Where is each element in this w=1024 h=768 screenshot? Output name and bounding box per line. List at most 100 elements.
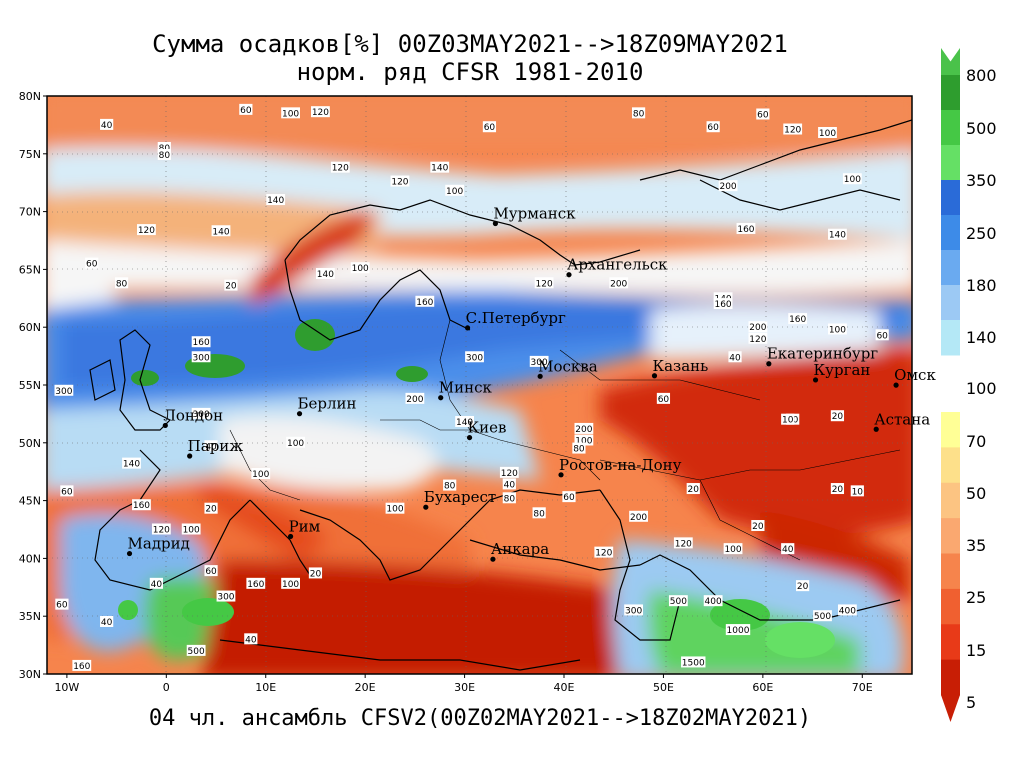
contour-label: 80 [533, 509, 545, 519]
contour-label: 300 [193, 410, 210, 420]
contour-label: 1000 [727, 626, 750, 636]
city-dot [126, 550, 133, 557]
colorbar-label: 100 [966, 379, 997, 398]
contour-label: 20 [225, 282, 237, 292]
city-dot [187, 453, 193, 459]
colorbar-swatch [941, 250, 960, 286]
city-dot [558, 472, 564, 478]
colorbar-swatch [941, 180, 960, 216]
contour-label-bg [756, 108, 770, 120]
contour-label-bg [502, 492, 516, 504]
contour-label: 160 [247, 580, 264, 590]
colorbar-swatch [941, 447, 960, 484]
contour-label-bg [122, 457, 141, 469]
contour-label: 200 [406, 395, 423, 405]
contour-label: 1500 [682, 658, 705, 668]
city-label: Мурманск [493, 205, 576, 223]
contour-label: 80 [116, 279, 128, 289]
contour-label: 40 [101, 618, 113, 628]
lat-tick-label: 65N [19, 263, 41, 276]
contour-label: 100 [819, 129, 836, 139]
longitude-axis: 10W 0 10E 20E 30E 40E 50E 60E 70E [54, 674, 873, 694]
contour-label-bg [204, 502, 218, 514]
contour-label: 100 [724, 545, 741, 555]
city-label: Ростов-на-Дону [559, 456, 682, 474]
contour-label: 100 [446, 187, 463, 197]
contour-label-bg [239, 103, 253, 115]
contour-label: 300 [217, 593, 234, 603]
contour-label-bg [191, 336, 211, 348]
contour-label-bg [624, 604, 644, 616]
contour-label-bg [72, 659, 92, 671]
contour-label: 140 [431, 164, 448, 174]
contour-label: 100 [352, 264, 369, 274]
contour-label-bg [728, 351, 742, 363]
contour-label: 120 [391, 178, 408, 188]
contour-label-bg [850, 485, 864, 497]
contour-label-bg [631, 107, 646, 119]
latitude-axis: 80N 75N 70N 65N 60N 55N 50N 45N 40N 35N 30N [19, 90, 47, 681]
colorbar-swatch [941, 624, 960, 661]
lon-tick-label: 10W [54, 681, 79, 694]
city-label: Архангельск [567, 256, 668, 274]
contour-label-bg [783, 123, 803, 135]
contour-label: 120 [312, 108, 329, 118]
contour-label: 160 [789, 315, 806, 325]
contour-label: 60 [484, 123, 496, 133]
contour-label: 400 [839, 606, 856, 616]
contour-label-bg [673, 537, 693, 549]
contour-label-bg [445, 184, 465, 196]
map-subtitle: норм. ряд CFSR 1981-2010 [296, 58, 644, 86]
contour-label: 160 [133, 501, 150, 511]
contour-label: 160 [416, 298, 433, 308]
contour-label: 20 [832, 412, 844, 422]
contour-label-bg [281, 577, 300, 589]
contour-label-bg [211, 225, 231, 237]
contour-labels: 4060100120608060601201008080120140100120… [54, 103, 889, 672]
colorbar-swatch [941, 482, 960, 519]
contour-label: 40 [101, 121, 113, 131]
contour-label-bg [796, 580, 810, 592]
contour-label-bg [181, 523, 201, 535]
contour-label-bg [114, 277, 129, 289]
contour-label: 200 [575, 425, 592, 435]
contour-label: 160 [737, 225, 754, 235]
colorbar-swatch [941, 518, 960, 554]
contour-label-bg [54, 384, 74, 396]
contour-label-bg [574, 434, 594, 446]
contour-label-bg [534, 277, 554, 289]
contour-label: 140 [123, 460, 140, 470]
contour-label-bg [629, 510, 648, 522]
lon-tick-label: 0 [163, 681, 170, 694]
contour-label-bg [781, 543, 795, 555]
contour-label-bg [562, 491, 576, 503]
colorbar-label: 35 [966, 536, 986, 555]
contour-label-bg [244, 633, 258, 645]
contour-label-bg [713, 298, 733, 310]
city-dot [466, 434, 473, 441]
contour-label-bg [157, 148, 171, 160]
contour-label: 20 [832, 485, 844, 495]
contour-label: 80 [504, 494, 516, 504]
contour-label-bg [681, 656, 706, 668]
contour-label: 500 [188, 647, 205, 657]
contour-label: 300 [625, 606, 642, 616]
contour-label: 60 [240, 106, 252, 116]
colorbar-swatch [941, 320, 960, 356]
city-dot [812, 377, 819, 383]
contour-label-bg [246, 577, 266, 589]
contour-label-bg [191, 407, 211, 419]
contour-label-bg [788, 313, 808, 325]
contour-label-bg [751, 520, 765, 532]
lat-tick-label: 45N [19, 495, 41, 508]
city-dot [438, 395, 444, 401]
city-label: Курган [814, 361, 871, 379]
contour-label-bg [85, 257, 99, 269]
contour-label: 100 [282, 109, 299, 119]
colorbar-label: 50 [966, 484, 986, 503]
contour-label-bg [499, 466, 519, 478]
colorbar-swatch [941, 412, 960, 448]
city-label: Берлин [298, 395, 357, 413]
colorbar-label: 180 [966, 276, 997, 295]
